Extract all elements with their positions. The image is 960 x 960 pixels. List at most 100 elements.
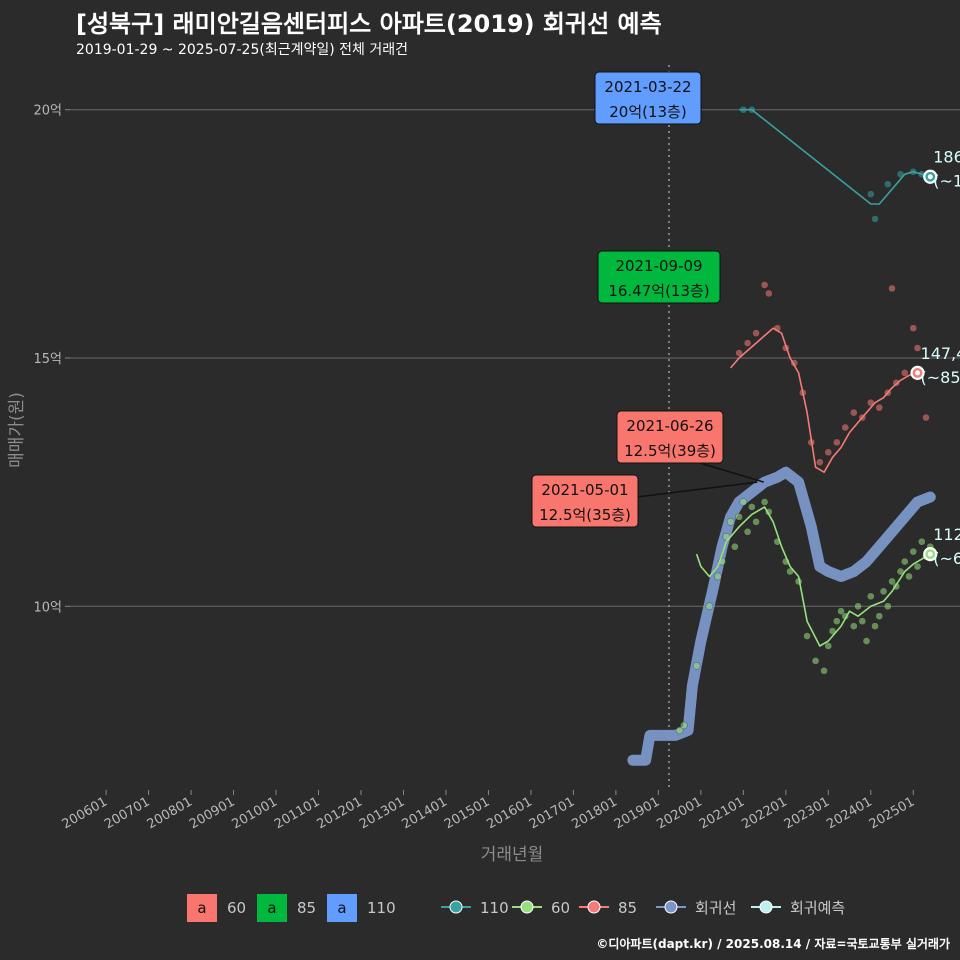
trade-point-60: [854, 602, 862, 611]
trade-point-60: [917, 537, 926, 546]
legend-marker-110: [449, 900, 463, 914]
trade-point-60: [705, 602, 714, 611]
trade-point-85: [743, 339, 752, 347]
trade-point-60: [849, 622, 858, 630]
trade-point-60: [714, 572, 722, 581]
series-60: [675, 498, 938, 735]
legend-label-85: 85: [297, 899, 316, 917]
trade-point-60: [730, 542, 739, 551]
x-tick-label: 201301: [357, 794, 407, 832]
legend-glyph: a: [197, 899, 206, 917]
x-tick-label: 201501: [442, 794, 492, 832]
legend-marker-회귀선: [664, 900, 678, 914]
annotation-price: 20억(13층): [609, 103, 686, 121]
legend-label-line-4: 회귀예측: [790, 899, 845, 917]
x-tick-label: 202301: [782, 794, 832, 832]
trade-point-85: [913, 344, 922, 352]
trade-point-60: [875, 612, 884, 621]
end-area-110: (~110㎡): [933, 172, 960, 191]
x-tick-label: 202001: [654, 794, 704, 832]
x-tick-label: 201401: [399, 794, 449, 832]
annotation-box: [597, 250, 721, 304]
regression-path: [627, 466, 936, 766]
trade-point-60: [905, 572, 913, 581]
end-area-85: (~85㎡): [921, 368, 960, 387]
x-tick-label: 201201: [315, 794, 365, 832]
trade-point-60: [726, 517, 735, 526]
trade-point-60: [858, 617, 867, 626]
annotation-date: 2021-05-01: [541, 481, 628, 499]
trade-point-85: [815, 458, 824, 467]
annotation-price: 16.47억(13층): [608, 282, 709, 300]
legend-label-line-1: 60: [551, 899, 570, 917]
legend-label-110: 110: [367, 899, 396, 917]
end-marker-dot-85: [915, 370, 921, 376]
trade-point-60: [692, 662, 701, 670]
trade-point-60: [752, 517, 760, 526]
end-value-60: 112,137: [933, 525, 960, 544]
y-axis: 10억 15억 20억: [33, 104, 70, 615]
end-value-85: 147,438: [921, 344, 960, 363]
trade-point-60: [909, 547, 918, 556]
trade-point-110: [883, 180, 892, 189]
x-tick-label: 201701: [527, 794, 577, 832]
legend-key-60: [187, 894, 217, 922]
trade-point-60: [832, 617, 841, 626]
end-value-110: 186,500: [933, 148, 960, 167]
x-tick-label: 202401: [824, 794, 874, 832]
end-marker-dot-60: [927, 551, 933, 557]
annotation-leader: [636, 481, 758, 498]
annotation-date: 2021-06-26: [626, 417, 713, 435]
trade-point-60: [739, 498, 748, 506]
trade-point-60: [811, 657, 820, 665]
trade-point-85: [849, 408, 858, 417]
trade-point-60: [862, 637, 871, 645]
trade-point-60: [866, 592, 875, 601]
trade-point-85: [832, 438, 841, 447]
x-tick-label: 202101: [697, 794, 747, 832]
x-tick-label: 201101: [272, 794, 322, 832]
end-marker-dot-110: [927, 174, 933, 180]
x-tick-label: 200601: [60, 794, 110, 832]
trade-point-60: [883, 602, 892, 611]
trade-point-85: [760, 281, 769, 289]
x-axis: 2006012007012008012009012010012011012012…: [60, 790, 917, 832]
trade-point-85: [824, 448, 833, 457]
x-tick-label: 201901: [612, 794, 662, 832]
chart-footer: ©디아파트(dapt.kr) / 2025.08.14 / 자료=국토교통부 실…: [596, 937, 950, 951]
x-tick-label: 200901: [187, 794, 237, 832]
legend-label-60: 60: [227, 899, 246, 917]
annotation-leader: [699, 462, 764, 483]
chart-subtitle: 2019-01-29 ~ 2025-07-25(최근계약일) 전체 거래건: [76, 42, 408, 58]
trade-point-60: [900, 557, 909, 566]
annotation-price: 12.5억(39층): [624, 442, 716, 460]
end-area-60: (~60㎡): [933, 549, 960, 568]
trend-line-60: [695, 506, 931, 647]
trade-point-60: [760, 498, 769, 506]
trade-point-85: [841, 423, 850, 432]
trade-point-60: [824, 642, 833, 650]
trade-point-85: [909, 324, 918, 333]
grid-lines: [70, 109, 960, 607]
trade-point-110: [871, 215, 879, 223]
x-tick-label: 201601: [484, 794, 534, 832]
annotation-box: [616, 410, 724, 464]
legend-label-line-0: 110: [480, 899, 509, 917]
y-tick-label: 20억: [33, 104, 62, 119]
legend-marker-85: [587, 900, 601, 914]
legend-label-line-3: 회귀선: [695, 899, 736, 917]
series-layer: [675, 105, 938, 735]
annotation-price: 12.5억(35층): [539, 506, 631, 524]
series-85: [729, 281, 930, 473]
y-axis-title: 매매가(원): [7, 392, 27, 468]
trade-point-85: [888, 284, 896, 293]
trade-point-85: [875, 403, 884, 412]
legend-glyph: a: [337, 899, 346, 917]
trade-point-60: [879, 587, 888, 596]
trade-point-60: [675, 726, 684, 735]
x-axis-title: 거래년월: [481, 845, 544, 865]
x-tick-label: 200801: [145, 794, 195, 832]
trade-point-85: [735, 349, 743, 357]
annotation-box: [531, 474, 639, 528]
